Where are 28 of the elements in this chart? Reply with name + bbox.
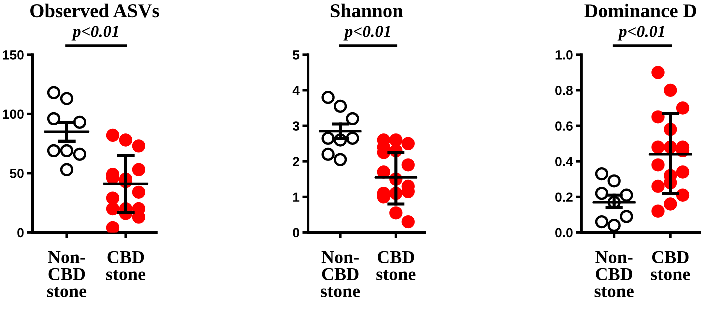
x-tick-label: CBD stone	[106, 251, 146, 280]
y-tick-label: 150	[3, 50, 24, 60]
x-tick-label: CBD stone	[376, 251, 416, 280]
y-tick-label: 0.0	[556, 228, 573, 238]
chart-title: Observed ASVs	[30, 4, 160, 18]
y-tick-label: 1.0	[556, 50, 573, 60]
y-tick-label: 0	[293, 228, 300, 238]
chart-title: Shannon	[330, 4, 404, 18]
y-tick-label: 0.6	[556, 122, 573, 131]
text: p<0.01	[344, 26, 390, 41]
y-tick-label: 50	[10, 169, 24, 178]
y-tick-label: 0.2	[556, 192, 573, 202]
x-tick-label: CBD stone	[651, 251, 690, 280]
x-tick-label: Non- CBD stone	[47, 251, 87, 298]
y-tick-label: 5	[293, 50, 300, 60]
y-tick-label: 2	[293, 157, 300, 166]
y-tick-label: 100	[3, 110, 24, 120]
text: p<0.01	[72, 26, 118, 41]
y-tick-label: 3	[292, 122, 300, 131]
y-tick-label: 0	[18, 228, 24, 238]
y-tick-label: 4	[292, 86, 300, 96]
y-tick-label: 0.8	[556, 86, 573, 96]
x-tick-label: Non- CBD stone	[594, 251, 634, 298]
y-tick-label: 0.4	[556, 157, 574, 166]
text: p<0.01	[618, 26, 664, 41]
chart-title: Dominance D	[584, 4, 696, 18]
y-tick-label: 1	[293, 192, 300, 202]
x-tick-label: Non- CBD stone	[321, 251, 360, 298]
